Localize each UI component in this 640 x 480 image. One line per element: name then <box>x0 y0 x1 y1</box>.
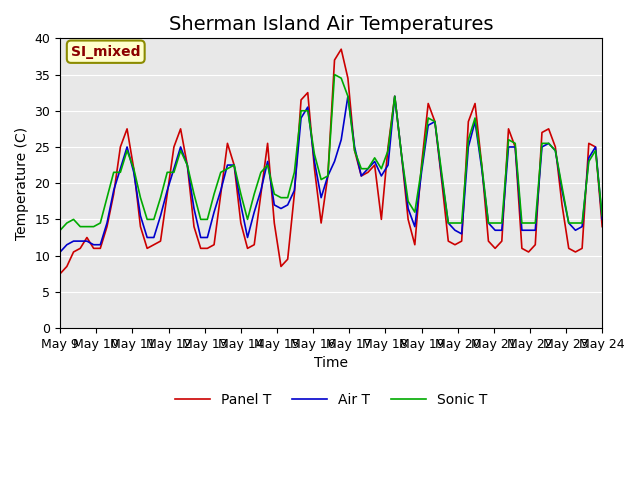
Line: Sonic T: Sonic T <box>60 74 602 230</box>
Y-axis label: Temperature (C): Temperature (C) <box>15 127 29 240</box>
Panel T <box>498 238 506 244</box>
Line: Panel T: Panel T <box>60 49 602 274</box>
Sonic T <box>204 216 211 222</box>
Sonic T <box>598 213 606 219</box>
Air T <box>310 158 318 164</box>
Air T <box>344 94 352 99</box>
Sonic T <box>484 220 492 226</box>
Air T <box>484 220 492 226</box>
Sonic T <box>498 220 506 226</box>
Line: Air T: Air T <box>60 96 602 252</box>
Sonic T <box>310 151 318 157</box>
Air T <box>184 162 191 168</box>
Panel T <box>184 162 191 168</box>
Panel T <box>598 224 606 229</box>
Panel T <box>204 245 211 251</box>
Air T <box>498 228 506 233</box>
Title: Sherman Island Air Temperatures: Sherman Island Air Temperatures <box>169 15 493 34</box>
X-axis label: Time: Time <box>314 356 348 370</box>
Sonic T <box>210 191 218 197</box>
Panel T <box>56 271 64 276</box>
Panel T <box>484 238 492 244</box>
Air T <box>210 209 218 215</box>
Sonic T <box>184 162 191 168</box>
Air T <box>204 235 211 240</box>
Legend: Panel T, Air T, Sonic T: Panel T, Air T, Sonic T <box>170 387 493 412</box>
Text: SI_mixed: SI_mixed <box>71 45 141 59</box>
Sonic T <box>331 72 339 77</box>
Panel T <box>310 166 318 171</box>
Air T <box>598 216 606 222</box>
Panel T <box>210 242 218 248</box>
Panel T <box>337 46 345 52</box>
Sonic T <box>56 228 64 233</box>
Air T <box>56 249 64 255</box>
